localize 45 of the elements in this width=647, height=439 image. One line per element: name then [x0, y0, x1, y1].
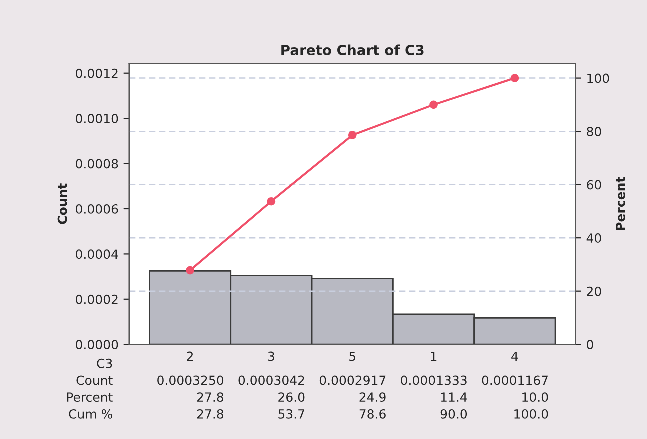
text: 11.4	[441, 392, 468, 402]
data-label: 0.0003042	[238, 376, 304, 386]
y-tick-label: 0.0002	[76, 294, 118, 304]
y-axis-title: Count	[58, 184, 68, 224]
text: 10.0	[522, 392, 548, 402]
data-label: 0.0001333	[401, 376, 467, 386]
point	[186, 266, 194, 275]
x-tick-label: 4	[512, 352, 518, 362]
y-tick-label: 0.0012	[76, 68, 118, 78]
y-tick-label: 0.0004	[76, 250, 118, 260]
x-tick-label: 1	[431, 352, 437, 362]
data-label: 53.7	[278, 409, 304, 419]
x-axis-title: C3	[97, 358, 112, 368]
y2-tick-label: 60	[587, 180, 602, 190]
x-tick-label: 2	[187, 352, 193, 362]
point	[267, 197, 276, 206]
y-tick-label: 0.0006	[76, 204, 118, 214]
text: Cum %	[69, 409, 112, 419]
text: 24.9	[360, 392, 386, 402]
text: 26.0	[278, 392, 305, 402]
data-label: 27.8	[197, 409, 224, 419]
data-label: 0.0003250	[158, 376, 224, 386]
y2-tick-label: 80	[587, 127, 602, 136]
y-tick-label: 0.0008	[76, 159, 118, 169]
text: 27.8	[197, 392, 224, 402]
data-label: 100.0	[514, 409, 548, 419]
point	[348, 131, 357, 140]
x-tick-label: 3	[268, 352, 274, 362]
data-label: 0.0001167	[482, 376, 548, 386]
text: Count	[76, 376, 113, 386]
data-label: 78.6	[360, 409, 386, 419]
point	[430, 100, 438, 110]
x-tick-label: 5	[350, 352, 356, 362]
y2-tick-label: 100	[588, 74, 610, 84]
y-tick-label: 0.0000	[76, 340, 118, 350]
y2-axis-title: Percent	[616, 177, 626, 230]
data-label: 90.0	[440, 409, 468, 419]
y2-tick-label: 0	[587, 340, 594, 350]
chart-title: Pareto Chart of C3	[282, 44, 424, 56]
y-tick-label: 0.0010	[76, 114, 118, 124]
data-label: 0.0002917	[320, 376, 386, 386]
point	[510, 74, 520, 82]
y2-tick-label: 20	[587, 286, 602, 296]
y2-tick-label: 40	[586, 234, 602, 244]
text: Percent	[67, 392, 113, 402]
